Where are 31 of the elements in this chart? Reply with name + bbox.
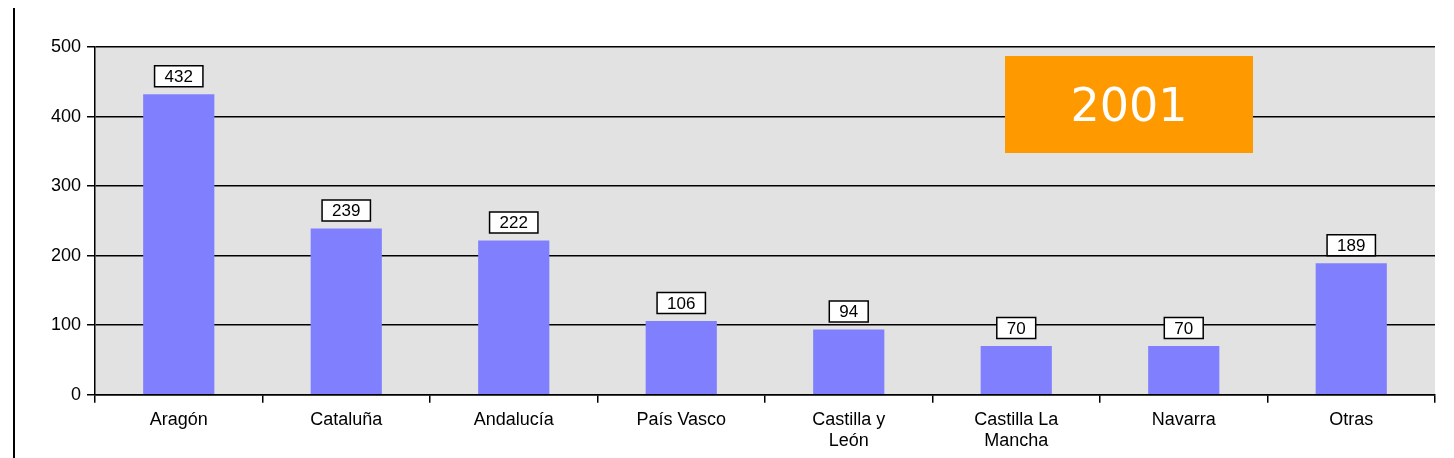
bar [310,228,382,395]
data-label: 70 [1174,318,1194,338]
data-label: 94 [839,302,859,322]
x-tick-label: Cataluña [310,408,384,429]
data-label: 432 [164,66,193,86]
y-tick-label: 200 [50,244,81,265]
y-tick-label: 500 [50,35,81,56]
bar [1315,263,1387,395]
data-label: 106 [667,293,696,313]
x-tick-label: Otras [1329,408,1374,429]
x-tick-label: País Vasco [636,408,727,429]
data-label: 222 [499,213,528,233]
y-tick-label: 100 [50,314,81,335]
y-tick-label: 300 [50,175,81,196]
bar [980,346,1052,395]
x-tick-label: Andalucía [473,408,555,429]
data-label: 239 [332,201,361,221]
x-tick-label: Castilla y León [812,408,886,451]
bar [1148,346,1220,395]
bar [645,321,717,395]
bar [813,329,885,395]
y-tick-label: 400 [50,105,81,126]
x-tick-label: Aragón [149,408,208,429]
x-tick-label: Navarra [1151,408,1217,429]
y-tick-label: 0 [70,383,81,404]
data-label: 189 [1337,236,1366,256]
bar [478,240,550,395]
bar [143,94,215,395]
data-label: 70 [1006,318,1026,338]
x-tick-label: Castilla La Mancha [974,408,1060,451]
annotation: 2001 [1005,56,1253,153]
